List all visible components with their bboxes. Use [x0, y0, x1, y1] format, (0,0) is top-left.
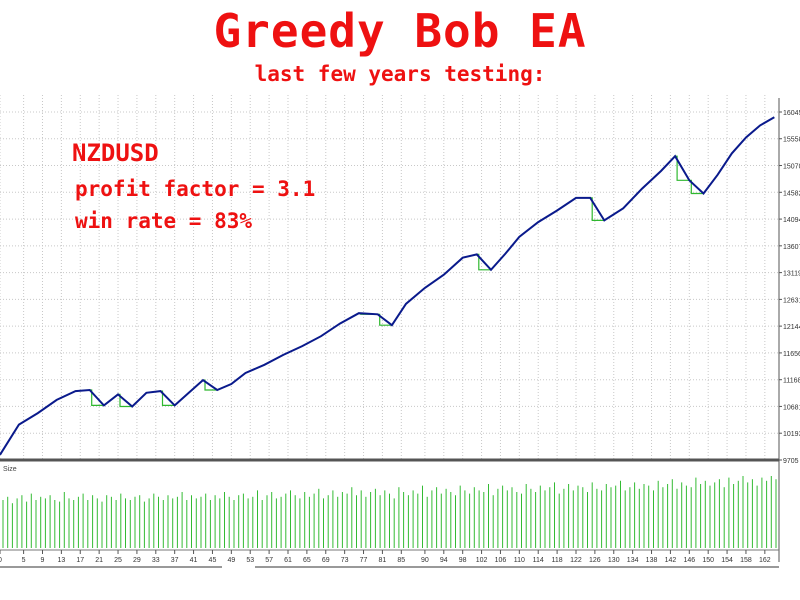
- x-tick-label: 142: [665, 557, 677, 564]
- x-tick-label: 94: [440, 557, 448, 564]
- x-tick-label: 158: [740, 557, 752, 564]
- y-axis: 16045 15558 15070 14582 14094 13607 13119 12631…: [779, 110, 800, 465]
- x-tick-label: 138: [646, 557, 658, 564]
- x-tick-label: 130: [608, 557, 620, 564]
- x-tick-label: 49: [227, 557, 235, 564]
- x-tick-label: 17: [76, 557, 84, 564]
- y-tick-label: 11168: [783, 378, 800, 385]
- x-tick-label: 106: [495, 557, 507, 564]
- y-tick-label: 14094: [783, 217, 800, 224]
- balance-chart: 16045 15558 15070 14582 14094 13607 13119 12631…: [0, 95, 800, 600]
- profit-factor-label: profit factor = 3.1: [75, 177, 315, 201]
- x-tick-label: 154: [721, 557, 733, 564]
- x-tick-label: 61: [284, 557, 292, 564]
- x-tick-label: 69: [322, 557, 330, 564]
- x-tick-label: 77: [360, 557, 368, 564]
- x-tick-label: 57: [265, 557, 273, 564]
- x-tick-label: 41: [190, 557, 198, 564]
- x-tick-label: 25: [114, 557, 122, 564]
- x-tick-label: 134: [627, 557, 639, 564]
- x-tick-label: 118: [552, 557, 563, 564]
- size-panel-label: Size: [3, 466, 17, 473]
- y-tick-label: 16045: [783, 110, 800, 117]
- x-tick-label: 98: [459, 557, 467, 564]
- x-tick-label: 65: [303, 557, 311, 564]
- x-tick-label: 73: [341, 557, 349, 564]
- x-tick-label: 53: [246, 557, 254, 564]
- x-tick-label: 33: [152, 557, 160, 564]
- x-tick-label: 150: [702, 557, 714, 564]
- y-tick-label: 9705: [783, 458, 799, 465]
- win-rate-label: win rate = 83%: [75, 209, 252, 233]
- y-tick-label: 10193: [783, 431, 800, 438]
- y-tick-label: 13607: [783, 244, 800, 251]
- page-title: Greedy Bob EA: [213, 4, 587, 58]
- x-tick-label: 37: [171, 557, 179, 564]
- size-bars: [2, 476, 777, 548]
- x-tick-label: 9: [41, 557, 45, 564]
- x-tick-label: 13: [57, 557, 65, 564]
- x-tick-label: 85: [397, 557, 405, 564]
- x-tick-label: 162: [759, 557, 771, 564]
- page-subtitle: last few years testing:: [254, 62, 546, 86]
- x-tick-label: 126: [589, 557, 601, 564]
- symbol-label: NZDUSD: [72, 139, 159, 167]
- x-tick-label: 81: [379, 557, 387, 564]
- x-tick-label: 114: [533, 557, 544, 564]
- x-tick-label: 5: [22, 557, 26, 564]
- x-axis: 0 5 9 13 17 21 25 29 33 37 41 45 49 53 57 61 65 69 73 77 81 8…: [0, 550, 771, 564]
- x-tick-label: 102: [476, 557, 488, 564]
- y-tick-label: 12144: [783, 324, 800, 331]
- chart-background: [0, 95, 800, 600]
- y-tick-label: 15558: [783, 137, 800, 144]
- y-tick-label: 11656: [783, 351, 800, 358]
- x-tick-label: 29: [133, 557, 141, 564]
- x-tick-label: 110: [514, 557, 525, 564]
- balance-line: [0, 116, 775, 456]
- y-tick-label: 13119: [783, 271, 800, 278]
- x-tick-label: 0: [0, 557, 2, 564]
- x-tick-label: 21: [95, 557, 103, 564]
- x-tick-label: 90: [421, 557, 429, 564]
- x-tick-label: 45: [209, 557, 217, 564]
- y-tick-label: 15070: [783, 164, 800, 171]
- x-tick-label: 122: [570, 557, 582, 564]
- y-tick-label: 14582: [783, 190, 800, 197]
- x-tick-label: 146: [683, 557, 695, 564]
